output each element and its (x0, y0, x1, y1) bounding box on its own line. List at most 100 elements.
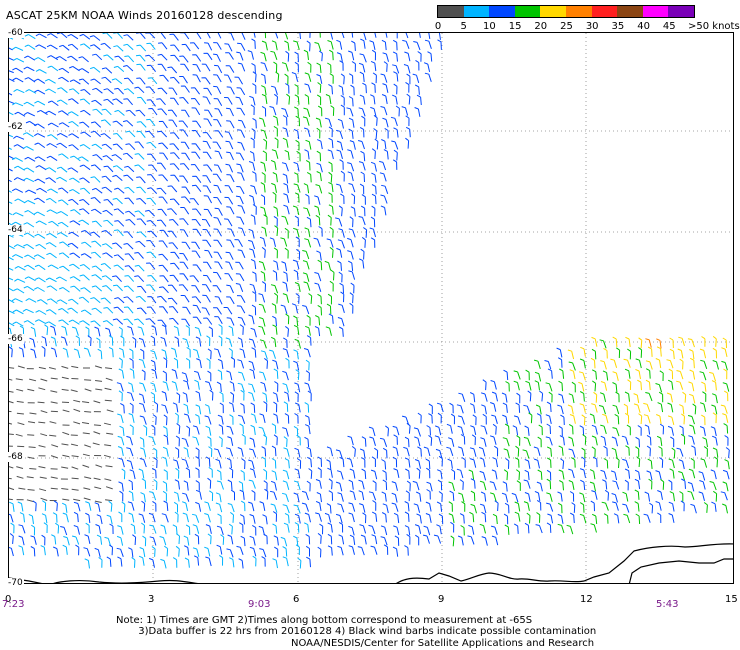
wind-barb (533, 359, 541, 370)
wind-barb (180, 141, 190, 150)
wind-barb (480, 491, 487, 502)
wind-barb (192, 64, 201, 73)
wind-barb (29, 468, 37, 470)
wind-barb (433, 534, 442, 544)
wind-barb (9, 190, 12, 193)
wind-barb (60, 336, 68, 346)
wind-barb (712, 360, 719, 370)
wind-barb (75, 335, 80, 346)
wind-barb (645, 338, 652, 348)
wind-barb (58, 199, 69, 206)
wind-barb (82, 464, 90, 468)
wind-barb (668, 458, 675, 469)
wind-barb (294, 192, 300, 203)
wind-barb (569, 369, 576, 380)
wind-barb (415, 59, 420, 71)
wind-barb (698, 491, 705, 502)
wind-barb (71, 365, 79, 369)
wind-barb (67, 307, 79, 314)
wind-barb (305, 139, 312, 150)
wind-barb (646, 470, 653, 481)
lat-label-66: -66 (7, 334, 24, 344)
wind-barb (294, 106, 299, 117)
wind-barb (45, 321, 56, 327)
wind-barb (18, 535, 25, 546)
wind-barb (249, 468, 256, 478)
wind-barb (123, 34, 134, 41)
wind-barb (67, 55, 78, 62)
wind-barb (105, 367, 113, 370)
wind-barb (525, 369, 530, 381)
wind-barb (272, 511, 277, 522)
wind-barb (84, 534, 91, 545)
wind-barb (78, 156, 89, 162)
wind-barb (401, 415, 410, 425)
wind-barb (446, 423, 453, 434)
wind-barb (84, 476, 92, 479)
wind-barb (239, 522, 244, 533)
wind-barb (71, 535, 80, 545)
wind-barb (264, 488, 269, 500)
wind-barb (458, 392, 466, 402)
wind-barb (50, 390, 58, 393)
wind-barb (79, 33, 91, 40)
wind-barb (262, 514, 268, 525)
wind-barb (348, 50, 355, 61)
wind-barb (372, 500, 377, 511)
wind-barb (181, 43, 191, 52)
wind-barb (61, 388, 69, 391)
wind-barb (720, 404, 728, 414)
wind-barb (216, 469, 222, 481)
wind-barb (105, 465, 113, 468)
wind-barb (624, 368, 631, 379)
wind-barb (261, 446, 267, 457)
wind-barb (248, 314, 255, 325)
wind-barb (258, 261, 266, 271)
wind-barb (95, 464, 103, 468)
wind-barb (416, 467, 421, 479)
wind-barb (680, 433, 686, 445)
wind-barb (239, 489, 245, 500)
wind-barb (16, 475, 24, 479)
wind-barb (305, 159, 311, 171)
wind-barb (371, 184, 377, 195)
wind-barb (56, 176, 68, 182)
wind-barb (273, 206, 279, 217)
wind-barb (284, 458, 290, 469)
wind-barb (174, 336, 180, 347)
wind-barb (392, 425, 400, 436)
wind-barb (47, 264, 59, 270)
wind-barb (348, 512, 355, 523)
wind-barb (371, 148, 376, 160)
wind-barb (83, 347, 91, 357)
wind-barb (135, 295, 146, 303)
wind-barb (9, 346, 13, 358)
wind-barb (428, 33, 431, 39)
wind-barb (71, 326, 79, 336)
wind-barb (191, 143, 201, 151)
wind-barb (359, 524, 367, 534)
wind-barb (123, 243, 134, 250)
wind-barb (308, 468, 313, 479)
wind-barb (591, 336, 598, 347)
wind-barb (404, 511, 410, 522)
x-tick-6: 6 (293, 594, 300, 605)
wind-barb (248, 239, 256, 250)
wind-barb (670, 436, 675, 448)
wind-barb (136, 198, 147, 205)
wind-barb (657, 512, 662, 524)
wind-barb (56, 132, 68, 138)
wind-barb (91, 143, 103, 150)
wind-barb (380, 73, 388, 83)
wind-barb (18, 545, 25, 556)
wind-barb (174, 447, 180, 458)
wind-barb (392, 446, 399, 457)
wind-barb (347, 171, 354, 182)
wind-barb (58, 319, 69, 326)
wind-barb (725, 447, 730, 458)
wind-barb (192, 175, 202, 183)
wind-barb (226, 370, 233, 381)
wind-barb (170, 132, 180, 140)
wind-barb (579, 492, 586, 503)
wind-barb (237, 249, 246, 259)
